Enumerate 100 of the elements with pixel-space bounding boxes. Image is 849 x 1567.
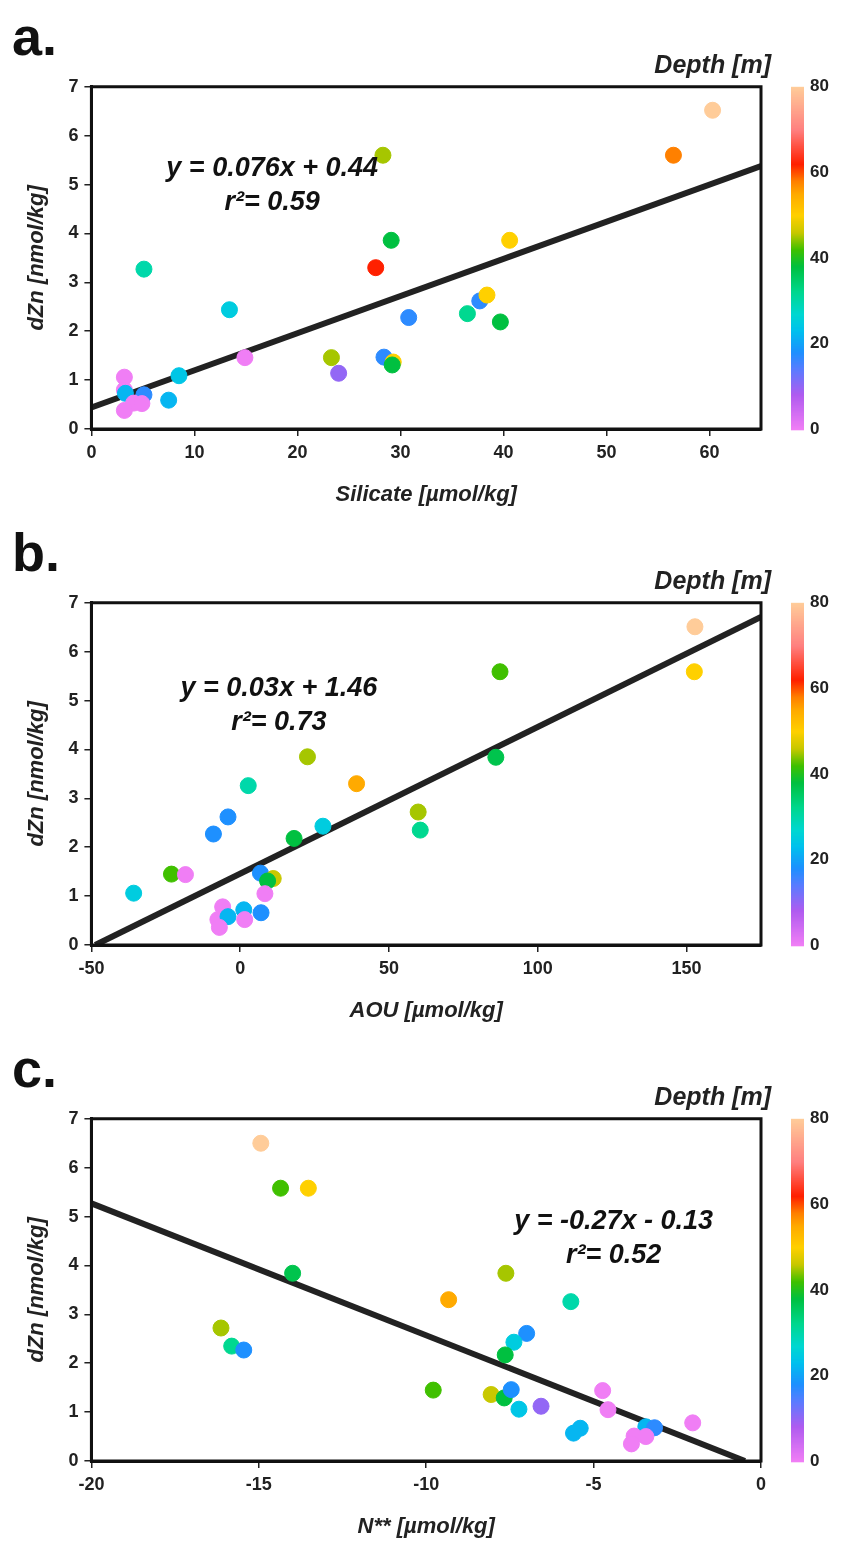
- point: [314, 817, 332, 835]
- point: [235, 1341, 253, 1359]
- point: [285, 829, 303, 847]
- point: [299, 1179, 317, 1197]
- y-tick-label: 4: [68, 738, 79, 759]
- point: [510, 1400, 528, 1418]
- point: [125, 884, 143, 902]
- color-bar-label: 60: [810, 1194, 829, 1214]
- y-tick-label: 6: [68, 1156, 79, 1177]
- y-tick-label: 4: [68, 222, 79, 243]
- annotation: y = 0.03x + 1.46: [178, 671, 379, 702]
- y-tick-label: 5: [68, 689, 79, 710]
- point: [411, 821, 429, 839]
- point: [219, 908, 237, 926]
- y-tick-label: 7: [68, 1107, 79, 1128]
- y-tick-label: 1: [68, 369, 79, 390]
- point: [491, 313, 509, 331]
- point: [478, 286, 496, 304]
- point: [664, 146, 682, 164]
- point: [704, 101, 722, 119]
- x-axis-title: AOU [µmol/kg]: [348, 996, 504, 1022]
- color-bar-label: 0: [810, 934, 820, 954]
- point: [458, 305, 476, 323]
- point: [497, 1264, 515, 1282]
- point: [686, 618, 704, 636]
- color-bar-label: 80: [810, 592, 829, 612]
- point: [518, 1324, 536, 1342]
- y-tick-label: 4: [68, 1254, 79, 1275]
- point: [160, 391, 178, 409]
- x-tick-label: -15: [245, 1473, 272, 1494]
- point: [505, 1333, 523, 1351]
- x-tick-label: 0: [755, 1473, 767, 1494]
- chart-title: c.: [12, 1038, 58, 1099]
- x-tick-label: 10: [184, 441, 205, 462]
- point: [685, 663, 703, 681]
- point: [440, 1291, 458, 1309]
- y-tick-label: 5: [68, 1205, 79, 1226]
- x-tick-label: 30: [390, 441, 411, 462]
- color-bar-title: Depth [m]: [654, 50, 773, 79]
- point: [367, 259, 385, 277]
- point: [599, 1401, 617, 1419]
- color-bar-label: 80: [810, 76, 829, 96]
- y-axis-title: dZn [nmol/kg]: [23, 184, 49, 331]
- y-tick-label: 2: [68, 1352, 79, 1373]
- color-bar-label: 60: [810, 162, 829, 182]
- color-bar-label: 40: [810, 763, 829, 783]
- y-tick-label: 0: [68, 417, 79, 438]
- point: [501, 231, 519, 249]
- x-tick-label: -50: [78, 957, 105, 978]
- annotation: y = 0.076x + 0.44: [164, 152, 379, 183]
- annotation: y = -0.27x - 0.13: [512, 1204, 714, 1235]
- color-bar-title: Depth [m]: [654, 566, 773, 595]
- y-tick-label: 3: [68, 787, 79, 808]
- color-bar-label: 0: [810, 1450, 820, 1470]
- point: [491, 663, 509, 681]
- point: [322, 349, 340, 367]
- point: [594, 1382, 612, 1400]
- y-tick-label: 2: [68, 320, 79, 341]
- point: [532, 1397, 550, 1415]
- point: [565, 1424, 583, 1442]
- point: [162, 865, 180, 883]
- point: [212, 1319, 230, 1337]
- point: [115, 401, 133, 419]
- x-axis-title: Silicate [µmol/kg]: [335, 480, 518, 506]
- x-tick-label: -5: [585, 1473, 602, 1494]
- color-bar-label: 40: [810, 1279, 829, 1299]
- x-tick-label: 100: [522, 957, 553, 978]
- y-tick-label: 3: [68, 1303, 79, 1324]
- point: [272, 1179, 290, 1197]
- point: [204, 825, 222, 843]
- point: [348, 775, 366, 793]
- x-tick-label: 60: [699, 441, 720, 462]
- point: [219, 808, 237, 826]
- color-bar-title: Depth [m]: [654, 1082, 773, 1111]
- point: [496, 1346, 514, 1364]
- point: [622, 1435, 640, 1453]
- annotation: r²= 0.52: [566, 1238, 662, 1269]
- color-bar-label: 40: [810, 247, 829, 267]
- x-tick-label: -20: [78, 1473, 105, 1494]
- x-tick-label: 150: [671, 957, 702, 978]
- y-tick-label: 3: [68, 271, 79, 292]
- color-bar-label: 0: [810, 418, 820, 438]
- y-tick-label: 2: [68, 836, 79, 857]
- point: [409, 803, 427, 821]
- point: [330, 364, 348, 382]
- x-tick-label: 0: [86, 441, 97, 462]
- x-tick-label: -10: [413, 1473, 440, 1494]
- point: [236, 911, 254, 929]
- y-tick-label: 0: [68, 933, 79, 954]
- x-tick-label: 50: [378, 957, 400, 978]
- point: [298, 748, 316, 766]
- annotation: r²= 0.59: [224, 186, 320, 217]
- color-bar-label: 20: [810, 1365, 829, 1385]
- annotation: r²= 0.73: [231, 705, 327, 736]
- x-axis-title: N** [µmol/kg]: [357, 1512, 496, 1538]
- y-tick-label: 5: [68, 173, 79, 194]
- y-axis-title: dZn [nmol/kg]: [23, 1216, 49, 1363]
- point: [210, 918, 228, 936]
- point: [170, 367, 188, 385]
- color-bar-label: 60: [810, 678, 829, 698]
